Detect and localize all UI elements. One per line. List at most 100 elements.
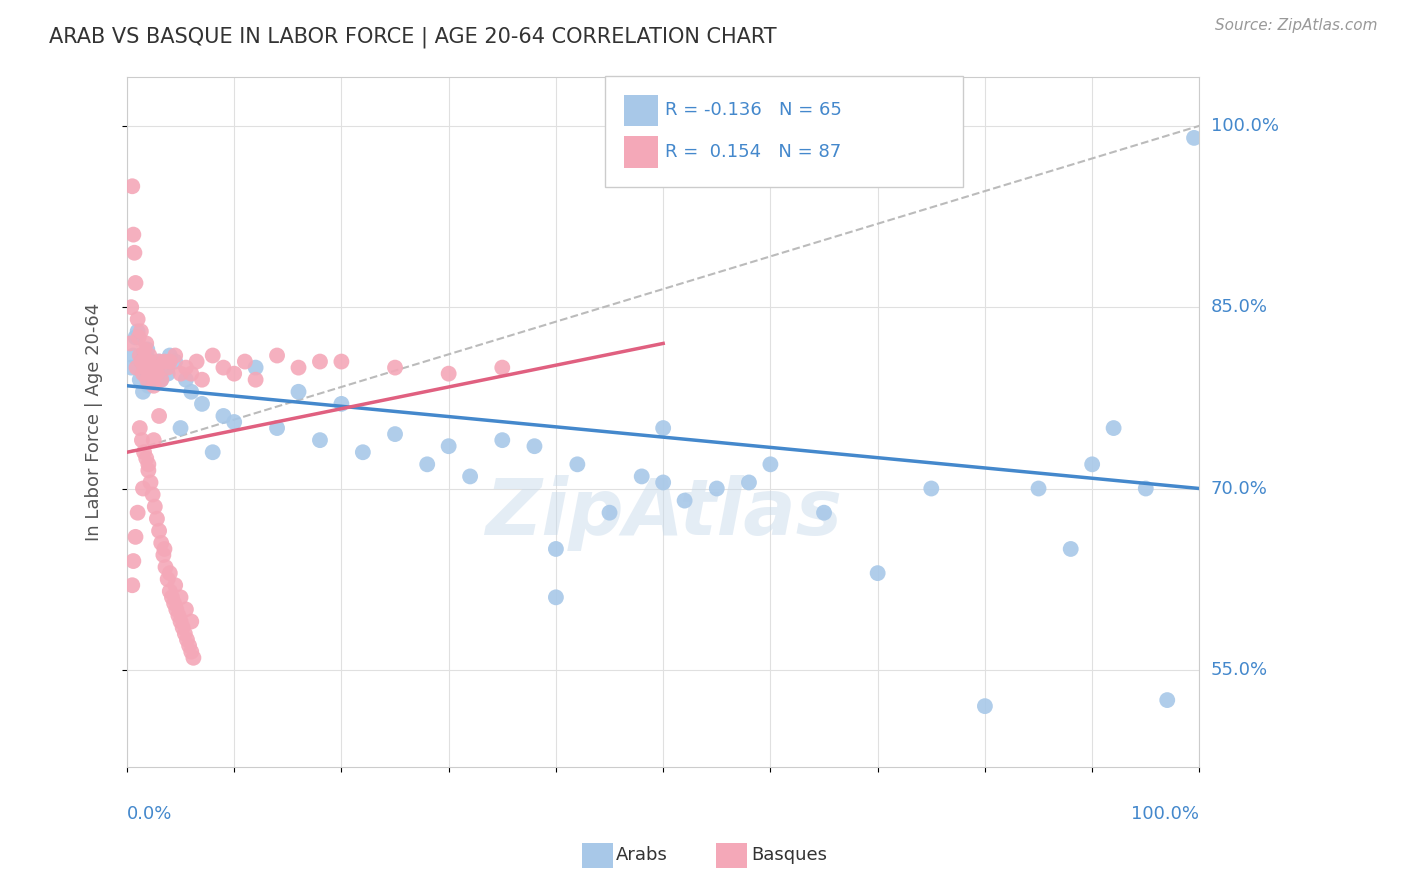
Point (212, 409, 235, 423)
Text: ZipAtlas: ZipAtlas (485, 475, 842, 550)
Y-axis label: In Labor Force | Age 20-64: In Labor Force | Age 20-64 (86, 303, 103, 541)
Point (138, 349, 160, 363)
Point (134, 367, 156, 381)
Point (131, 354, 153, 368)
Point (384, 360, 406, 375)
Text: R =  0.154   N = 87: R = 0.154 N = 87 (665, 143, 841, 161)
Point (180, 615, 202, 629)
Text: 100.0%: 100.0% (1132, 805, 1199, 823)
Point (159, 566, 181, 581)
Point (738, 475, 761, 490)
Point (145, 360, 167, 375)
Point (124, 245, 146, 260)
Point (121, 578, 143, 592)
Point (122, 349, 145, 363)
Text: 70.0%: 70.0% (1211, 480, 1267, 498)
Point (437, 367, 460, 381)
Point (146, 360, 169, 375)
Point (165, 354, 187, 368)
Point (121, 179, 143, 194)
Point (120, 360, 142, 375)
Point (352, 445, 374, 459)
Point (866, 566, 889, 581)
Point (920, 482, 942, 496)
Point (630, 469, 652, 483)
Point (599, 506, 621, 520)
Point (135, 360, 157, 375)
Point (142, 378, 165, 392)
Point (132, 349, 155, 363)
Point (186, 354, 208, 368)
Point (212, 360, 235, 375)
Point (1102, 421, 1125, 435)
Point (169, 421, 191, 435)
Text: Source: ZipAtlas.com: Source: ZipAtlas.com (1215, 18, 1378, 33)
Point (159, 349, 181, 363)
Point (180, 645, 202, 659)
Point (706, 482, 728, 496)
Point (1156, 693, 1178, 707)
Point (167, 608, 190, 623)
Point (974, 699, 997, 714)
Point (458, 469, 481, 483)
Point (142, 360, 165, 375)
Point (191, 397, 214, 411)
Point (148, 354, 170, 368)
Point (201, 445, 224, 459)
Point (544, 541, 567, 556)
Point (180, 367, 202, 381)
Point (138, 458, 160, 472)
Point (266, 349, 288, 363)
Point (127, 312, 149, 326)
Point (128, 373, 150, 387)
Point (266, 421, 288, 435)
Point (132, 343, 155, 357)
Point (233, 354, 256, 368)
Point (155, 560, 177, 574)
Point (143, 367, 166, 381)
Point (146, 512, 169, 526)
Point (148, 524, 170, 538)
Point (1081, 458, 1104, 472)
Point (131, 433, 153, 447)
Point (169, 615, 191, 629)
Point (330, 354, 353, 368)
Point (150, 536, 173, 550)
Point (127, 506, 149, 520)
Point (128, 421, 150, 435)
Point (245, 373, 267, 387)
Point (287, 384, 309, 399)
Point (134, 360, 156, 375)
Point (491, 360, 513, 375)
Point (156, 367, 179, 381)
Point (139, 475, 162, 490)
Point (567, 458, 589, 472)
Point (132, 384, 155, 399)
Point (169, 367, 191, 381)
Point (136, 373, 159, 387)
Point (159, 584, 181, 599)
Point (384, 427, 406, 442)
Point (153, 360, 176, 375)
Point (224, 367, 246, 381)
Point (139, 367, 162, 381)
Point (165, 602, 187, 616)
Text: Basques: Basques (751, 847, 827, 864)
Point (150, 373, 173, 387)
Point (191, 373, 214, 387)
Point (165, 578, 187, 592)
Point (152, 548, 174, 562)
Point (330, 397, 353, 411)
Point (128, 349, 150, 363)
Point (174, 360, 197, 375)
Point (652, 421, 675, 435)
Point (174, 602, 197, 616)
Point (132, 482, 155, 496)
Point (156, 360, 179, 375)
Point (131, 354, 153, 368)
Point (135, 451, 157, 466)
Text: 85.0%: 85.0% (1211, 298, 1268, 316)
Point (437, 439, 460, 453)
Point (309, 433, 332, 447)
Point (138, 354, 160, 368)
